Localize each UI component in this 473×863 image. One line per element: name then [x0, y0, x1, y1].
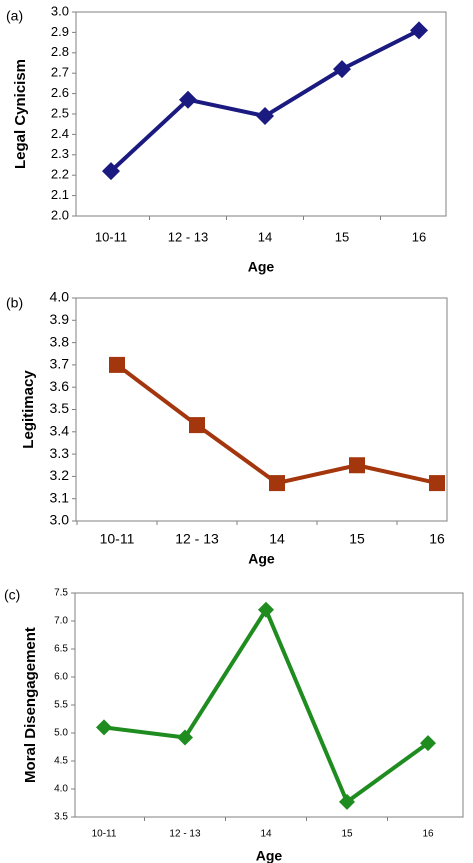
plot-area	[74, 592, 464, 818]
data-point	[269, 475, 285, 492]
panel-label: (c)	[4, 587, 20, 603]
chart-panel-2: (b) 3.0 3.1 3.2 3.3 3.4 3.5 3.6 3.7 3.8 3.9 4.0 10-1…	[6, 289, 448, 567]
data-point	[179, 90, 197, 109]
data-point	[189, 417, 205, 434]
y-axis-title: Moral Disengagement	[22, 627, 39, 783]
x-tick-label: 12 - 13	[168, 229, 208, 244]
y-tick-label: 3.6	[50, 378, 70, 394]
panel-label: (b)	[6, 295, 23, 311]
y-tick-label: 3.1	[50, 489, 70, 505]
x-tick-label: 10-11	[95, 229, 127, 244]
y-tick-label: 2.5	[51, 105, 69, 120]
y-tick-label: 5.5	[54, 700, 68, 711]
y-tick-label: 4.5	[54, 756, 68, 767]
x-tick-label: 10-11	[100, 531, 135, 547]
y-tick-label: 3.0	[50, 512, 70, 528]
y-tick-label: 7.0	[54, 616, 68, 627]
y-tick-label: 3.9	[50, 311, 70, 327]
y-axis-title: Legitimacy	[20, 370, 37, 449]
x-tick-label: 16	[429, 531, 445, 547]
data-point	[102, 162, 120, 181]
y-tick-label: 2.9	[51, 24, 69, 39]
y-tick-label: 2.2	[51, 167, 69, 182]
y-tick-label: 4.0	[50, 289, 70, 305]
y-tick-label: 3.8	[50, 333, 70, 349]
y-tick-label: 3.4	[50, 423, 70, 439]
y-tick-label: 3.3	[50, 445, 70, 461]
data-point	[258, 601, 274, 618]
y-tick-label: 2.3	[51, 146, 69, 161]
y-tick-label: 3.5	[50, 400, 70, 416]
x-tick-label: 16	[422, 829, 434, 840]
y-tick-label: 7.5	[54, 588, 68, 599]
x-tick-label: 15	[335, 229, 349, 244]
y-tick-label: 3.0	[51, 3, 69, 18]
x-axis-title: Age	[248, 551, 275, 567]
x-tick-label: 12 - 13	[169, 829, 201, 840]
data-point	[96, 719, 112, 736]
data-point	[109, 356, 125, 373]
data-point	[349, 457, 365, 474]
data-point	[410, 21, 428, 40]
y-tick-label: 2.8	[51, 44, 69, 59]
y-tick-label: 4.0	[54, 784, 68, 795]
data-point	[339, 793, 355, 810]
y-tick-label: 2.0	[51, 207, 69, 222]
y-tick-label: 2.4	[51, 126, 69, 141]
data-point	[429, 475, 445, 492]
y-tick-label: 2.7	[51, 65, 69, 80]
x-tick-label: 14	[260, 829, 272, 840]
data-point	[420, 735, 436, 752]
y-tick-label: 2.6	[51, 85, 69, 100]
y-tick-label: 6.0	[54, 672, 68, 683]
y-tick-label: 5.0	[54, 728, 68, 739]
y-tick-label: 2.1	[51, 187, 69, 202]
x-tick-label: 12 - 13	[175, 531, 219, 547]
data-point	[333, 60, 351, 79]
y-tick-label: 3.7	[50, 356, 70, 372]
data-point	[256, 107, 274, 126]
y-axis-title: Legal Cynicism	[12, 59, 29, 169]
chart-panel-1: (a) 2.0 2.1 2.2 2.3 2.4 2.5 2.6 2.7 2.8 2.9 3.0 10-1…	[6, 3, 447, 275]
x-axis-title: Age	[256, 848, 283, 863]
y-tick-label: 6.5	[54, 644, 68, 655]
y-tick-label: 3.2	[50, 467, 70, 483]
plot-area	[75, 297, 448, 522]
y-tick-label: 3.5	[54, 812, 68, 823]
data-point	[177, 729, 193, 746]
x-tick-label: 14	[258, 229, 272, 244]
x-tick-label: 15	[349, 531, 365, 547]
x-axis-title: Age	[248, 259, 275, 275]
x-tick-label: 14	[269, 531, 285, 547]
x-tick-label: 15	[341, 829, 353, 840]
x-tick-label: 16	[412, 229, 426, 244]
chart-panel-3: (c) 3.5 4.0 4.5 5.0 5.5 6.0 6.5 7.0 7.5 10-11 12 - …	[4, 587, 464, 863]
panel-label: (a)	[6, 8, 23, 24]
x-tick-label: 10-11	[92, 829, 117, 840]
